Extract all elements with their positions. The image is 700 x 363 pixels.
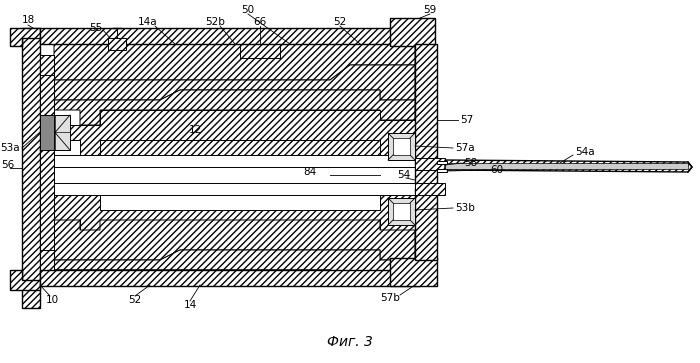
Polygon shape (40, 28, 420, 44)
Polygon shape (80, 140, 380, 155)
Polygon shape (54, 270, 415, 285)
Text: 59: 59 (424, 5, 437, 15)
Polygon shape (22, 28, 40, 308)
Polygon shape (415, 183, 445, 195)
Polygon shape (445, 163, 688, 169)
Polygon shape (10, 28, 40, 46)
Polygon shape (40, 55, 54, 75)
Polygon shape (108, 38, 126, 50)
Polygon shape (54, 183, 415, 195)
Text: 84: 84 (303, 167, 316, 177)
Text: 55: 55 (90, 23, 103, 33)
Text: 10: 10 (46, 295, 59, 305)
Polygon shape (40, 55, 54, 270)
Text: 56: 56 (1, 160, 15, 170)
Text: 54: 54 (398, 170, 411, 180)
Text: 52b: 52b (205, 17, 225, 27)
Polygon shape (388, 198, 415, 225)
Polygon shape (390, 258, 437, 286)
Text: 66: 66 (253, 17, 267, 27)
Text: 60: 60 (490, 165, 503, 175)
Polygon shape (54, 220, 415, 260)
Polygon shape (390, 18, 435, 46)
Polygon shape (54, 155, 415, 167)
Text: 54a: 54a (575, 147, 594, 157)
Polygon shape (54, 110, 415, 155)
Text: 57: 57 (460, 115, 473, 125)
Polygon shape (40, 270, 420, 286)
Text: 53a: 53a (1, 143, 20, 153)
Text: Фиг. 3: Фиг. 3 (327, 335, 373, 349)
Polygon shape (54, 195, 415, 230)
Polygon shape (393, 203, 410, 220)
Polygon shape (393, 138, 410, 155)
Polygon shape (54, 90, 415, 125)
Polygon shape (40, 115, 54, 150)
Text: 53b: 53b (455, 203, 475, 213)
Polygon shape (415, 44, 437, 184)
Text: 18: 18 (22, 15, 34, 25)
Polygon shape (54, 250, 415, 280)
Polygon shape (437, 161, 447, 164)
Text: 58: 58 (464, 158, 477, 168)
Polygon shape (437, 169, 447, 172)
Polygon shape (445, 160, 692, 172)
Text: 57a: 57a (455, 143, 475, 153)
Text: 52: 52 (333, 17, 346, 27)
Polygon shape (54, 65, 415, 100)
Text: 14: 14 (183, 300, 197, 310)
Polygon shape (415, 188, 437, 260)
Text: 52: 52 (128, 295, 141, 305)
Text: 57b: 57b (380, 293, 400, 303)
Polygon shape (10, 270, 40, 290)
Text: 14a: 14a (138, 17, 158, 27)
Text: 50: 50 (241, 5, 255, 15)
Text: 12: 12 (188, 125, 202, 135)
Polygon shape (40, 115, 70, 150)
Polygon shape (415, 158, 445, 170)
Polygon shape (40, 250, 54, 270)
Polygon shape (388, 133, 415, 160)
Polygon shape (54, 44, 415, 80)
